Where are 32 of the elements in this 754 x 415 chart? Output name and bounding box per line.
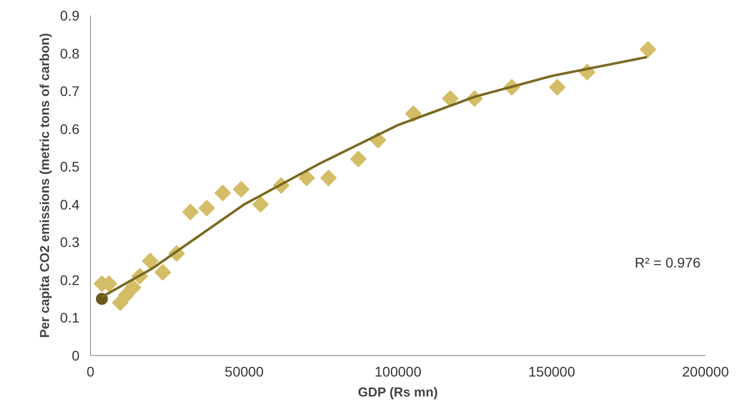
x-tick-label: 150000 [528, 364, 576, 380]
point [214, 184, 232, 202]
y-tick-label: 0.3 [60, 234, 80, 250]
point [640, 41, 656, 58]
y-tick-label: 0.1 [60, 310, 80, 326]
y-tick-label: 0.7 [60, 83, 80, 100]
y-tick-label: 0.6 [60, 120, 80, 137]
point [182, 204, 199, 220]
point [549, 79, 566, 96]
point [232, 181, 250, 198]
point [154, 264, 172, 281]
y-axis-title: Per capita CO2 emissions (metric tons of carbon) [37, 33, 52, 338]
point [198, 200, 216, 216]
y-tick-label: 0.2 [60, 272, 80, 288]
x-tick-label: 200000 [682, 364, 730, 380]
point [142, 252, 158, 270]
point [442, 90, 459, 107]
x-tick-label: 50000 [224, 364, 264, 380]
y-tick-label: 0.4 [60, 196, 80, 212]
y-tick-label: 0.8 [60, 45, 80, 62]
x-axis-title: GDP (Rs mn) [358, 384, 438, 400]
y-tick-label: 0 [72, 348, 80, 364]
y-tick-label: 0.9 [60, 8, 80, 24]
point [124, 279, 142, 296]
annotation: R² = 0.976 [634, 254, 701, 270]
point [350, 150, 367, 168]
x-tick-label: 100000 [374, 364, 422, 380]
point [298, 170, 315, 186]
point [320, 170, 337, 186]
x-tick-label: 0 [86, 364, 95, 380]
point [252, 196, 269, 213]
y-tick-label: 0.5 [60, 158, 80, 175]
